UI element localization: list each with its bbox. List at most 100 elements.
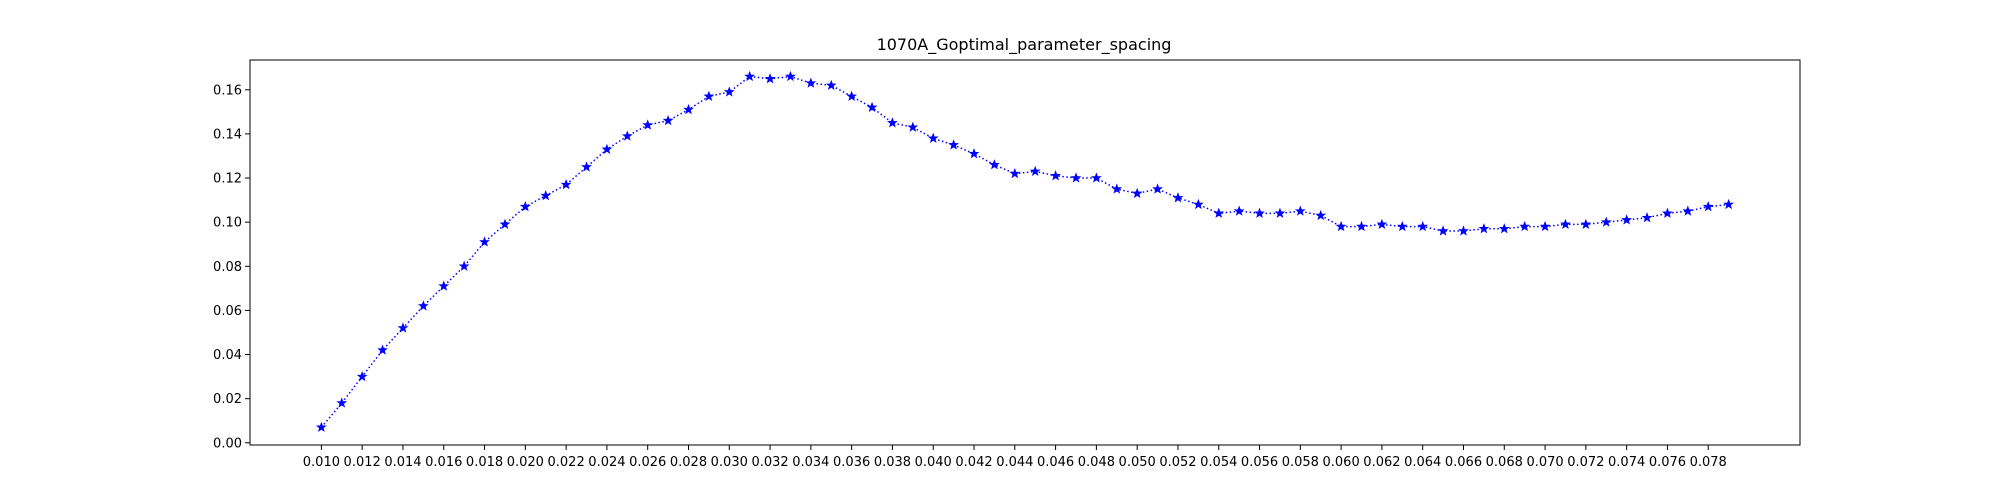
data-point: [1172, 192, 1184, 203]
data-point: [1131, 187, 1143, 199]
data-point: [1111, 183, 1123, 194]
data-point: [1662, 207, 1673, 218]
data-point: [438, 280, 450, 291]
y-tick-label: 0.14: [213, 127, 242, 142]
data-point: [315, 421, 327, 432]
data-point: [907, 121, 919, 132]
data-point: [1396, 220, 1408, 232]
data-point: [377, 344, 388, 355]
data-point: [1641, 212, 1653, 223]
x-tick-label: 0.056: [1241, 455, 1278, 470]
y-tick-label: 0.16: [213, 83, 242, 98]
data-point: [479, 236, 490, 247]
data-point: [825, 79, 837, 90]
data-point: [1192, 198, 1204, 210]
data-point: [866, 101, 878, 113]
data-point: [744, 70, 756, 82]
data-point: [1254, 207, 1265, 218]
data-point: [1702, 201, 1714, 212]
data-point: [336, 397, 348, 408]
data-point: [356, 370, 368, 382]
data-point: [1437, 225, 1449, 236]
data-point: [1070, 172, 1082, 183]
x-tick-label: 0.038: [874, 455, 911, 470]
data-point: [1600, 216, 1612, 227]
data-point: [1621, 214, 1633, 225]
data-point: [1458, 225, 1469, 236]
data-point: [417, 300, 429, 311]
data-point: [887, 117, 898, 128]
x-tick-label: 0.074: [1608, 455, 1645, 470]
data-point: [968, 148, 980, 159]
x-tick-label: 0.036: [833, 455, 870, 470]
y-tick-label: 0.06: [213, 304, 242, 319]
data-point: [1580, 218, 1592, 229]
x-axis: 0.010 0.012 0.014 0.016 0.018 0.020 0.022 0.024…: [303, 445, 1727, 470]
data-point: [1539, 220, 1551, 232]
x-tick-label: 0.072: [1567, 455, 1604, 470]
x-tick-label: 0.030: [711, 455, 748, 470]
data-point: [1376, 218, 1388, 229]
x-tick-label: 0.048: [1078, 455, 1115, 470]
data-point: [1274, 207, 1286, 218]
x-tick-label: 0.042: [955, 455, 992, 470]
data-point: [948, 139, 960, 150]
data-point: [1090, 172, 1102, 183]
x-tick-label: 0.062: [1363, 455, 1400, 470]
data-point: [1417, 220, 1429, 232]
data-point: [581, 161, 592, 172]
data-point: [1723, 198, 1735, 210]
data-point: [1233, 205, 1245, 216]
data-point: [662, 115, 674, 126]
data-point: [1009, 167, 1021, 179]
data-point: [723, 86, 735, 97]
data-point: [989, 159, 1000, 170]
y-tick-label: 0.04: [213, 348, 242, 363]
data-point: [1478, 223, 1490, 234]
x-tick-label: 0.060: [1323, 455, 1360, 470]
x-tick-label: 0.018: [466, 455, 503, 470]
data-point: [785, 70, 796, 82]
data-point: [499, 218, 511, 229]
chart-title: 1070A_Goptimal_parameter_spacing: [877, 35, 1172, 55]
x-tick-label: 0.054: [1200, 455, 1237, 470]
data-point: [1213, 207, 1225, 218]
y-axis: 0.00 0.02 0.04 0.06 0.08 0.10 0.12 0.14 0.16: [213, 83, 250, 451]
data-point: [1029, 165, 1041, 177]
data-point: [621, 130, 633, 141]
data-point: [846, 90, 858, 101]
data-point: [1682, 205, 1694, 216]
x-tick-label: 0.044: [996, 455, 1033, 470]
x-tick-label: 0.010: [303, 455, 340, 470]
data-point: [1560, 218, 1571, 229]
data-point: [805, 77, 817, 88]
x-tick-label: 0.052: [1159, 455, 1196, 470]
series: [315, 70, 1735, 432]
x-tick-label: 0.078: [1690, 455, 1727, 470]
data-point: [764, 73, 776, 84]
data-point: [1315, 209, 1327, 221]
plot-area: [249, 59, 1801, 446]
data-point: [642, 119, 654, 130]
data-point: [1335, 220, 1347, 232]
data-point: [458, 260, 470, 271]
x-tick-label: 0.020: [507, 455, 544, 470]
x-tick-label: 0.028: [670, 455, 707, 470]
x-tick-label: 0.034: [792, 455, 829, 470]
data-point: [540, 190, 552, 201]
x-tick-label: 0.050: [1119, 455, 1156, 470]
data-point: [1498, 223, 1510, 234]
x-tick-label: 0.016: [425, 455, 462, 470]
data-point: [601, 143, 613, 154]
x-tick-label: 0.064: [1404, 455, 1441, 470]
data-point: [397, 322, 409, 333]
data-point: [1152, 183, 1163, 194]
x-tick-label: 0.066: [1445, 455, 1482, 470]
data-point: [703, 90, 715, 101]
x-tick-label: 0.026: [629, 455, 666, 470]
data-point: [927, 132, 939, 143]
y-tick-label: 0.00: [213, 436, 242, 451]
x-tick-label: 0.058: [1282, 455, 1319, 470]
x-tick-label: 0.070: [1526, 455, 1563, 470]
